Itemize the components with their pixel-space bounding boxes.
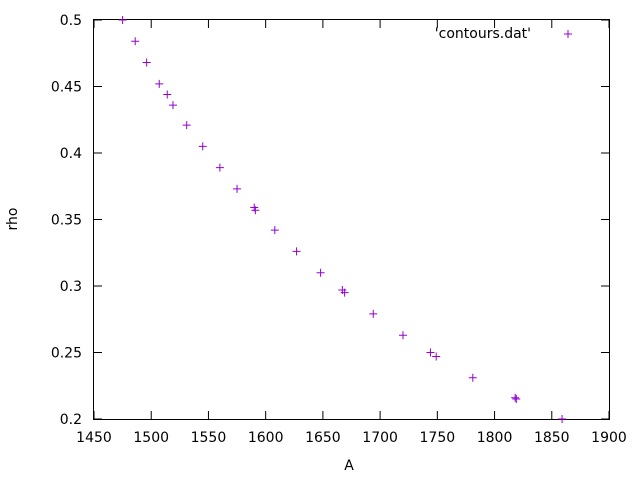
data-point — [155, 79, 164, 88]
x-axis-label: A — [344, 458, 354, 474]
legend-label: 'contours.dat' — [435, 26, 531, 42]
data-point — [215, 163, 224, 172]
y-tick-label: 0.45 — [51, 80, 82, 96]
y-axis-label: rho — [5, 208, 21, 231]
data-point — [340, 288, 349, 297]
data-point — [468, 373, 477, 382]
data-point — [399, 331, 407, 340]
legend-marker — [564, 30, 572, 38]
data-point — [251, 206, 260, 215]
data-point — [512, 395, 521, 404]
data-point — [168, 101, 177, 110]
y-tick-label: 0.3 — [60, 279, 82, 295]
x-tick-label: 1450 — [76, 430, 112, 446]
x-tick-label: 1750 — [420, 430, 456, 446]
x-tick-label: 1600 — [248, 430, 284, 446]
data-point — [369, 309, 378, 318]
x-tick-label: 1800 — [477, 430, 513, 446]
y-axis-ticks: 0.2 0.25 0.3 0.35 0.4 0.45 0.5 — [51, 13, 609, 428]
y-tick-label: 0.2 — [60, 412, 82, 428]
data-points — [118, 16, 567, 423]
x-tick-label: 1500 — [133, 430, 169, 446]
x-axis-ticks: 1450 1500 1550 1600 1650 1700 1750 1800 1850 1900 — [76, 20, 627, 446]
y-tick-label: 0.5 — [60, 13, 82, 29]
data-point — [558, 415, 567, 423]
data-point — [292, 247, 301, 256]
legend-marker-symbol — [564, 30, 572, 38]
plot-border — [93, 19, 610, 420]
data-point — [233, 184, 242, 193]
data-point — [426, 348, 435, 357]
data-point — [131, 37, 140, 46]
data-point — [198, 142, 207, 151]
x-tick-label: 1900 — [591, 430, 627, 446]
data-point — [118, 16, 127, 24]
data-point — [163, 90, 172, 99]
y-tick-label: 0.4 — [60, 146, 82, 162]
data-point — [511, 393, 520, 402]
data-point — [432, 352, 441, 361]
data-point — [270, 226, 279, 235]
data-point — [142, 58, 151, 67]
y-tick-label: 0.25 — [51, 346, 82, 362]
data-point — [182, 121, 191, 130]
y-tick-label: 0.35 — [51, 213, 82, 229]
x-tick-label: 1850 — [534, 430, 570, 446]
data-point — [316, 268, 325, 277]
x-tick-label: 1650 — [305, 430, 341, 446]
x-tick-label: 1550 — [191, 430, 227, 446]
x-tick-label: 1700 — [362, 430, 398, 446]
legend: 'contours.dat' — [435, 26, 572, 42]
